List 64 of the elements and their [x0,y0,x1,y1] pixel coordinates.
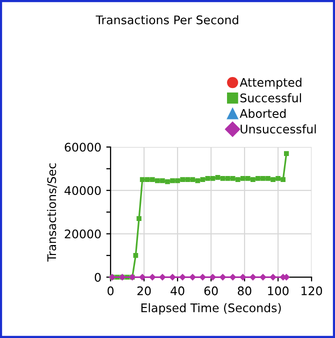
point [220,274,226,280]
y-tick-label: 0 [94,272,101,282]
point [169,274,176,280]
point [276,176,280,181]
point [230,274,236,280]
point [260,274,266,280]
point [140,177,145,182]
point [165,179,170,184]
point [245,176,250,181]
point [136,216,142,222]
point [200,274,206,280]
y-tick-label: 40000 [64,186,101,196]
x-axis-title: Elapsed Time (Seconds) [141,303,281,315]
y-tick-label: 20000 [64,230,101,238]
point [266,176,270,181]
point [210,274,216,280]
point [250,274,256,280]
y-axis-title: Transactions/Sec [46,163,58,262]
point [190,177,196,182]
point [284,151,289,156]
point [270,274,276,280]
point [150,177,155,182]
point [225,176,230,181]
point [160,178,165,184]
point [210,176,216,181]
point [205,176,210,181]
point [215,174,220,180]
x-tick-label: 40 [170,286,184,296]
legend-label: Attempted [240,78,302,90]
legend-label: Aborted [240,108,286,118]
point [230,176,236,181]
point [256,176,260,181]
point [170,178,175,184]
point [195,178,200,184]
x-tick-label: 20 [137,286,151,296]
chart-title: Transactions Per Second [96,15,238,24]
point [250,177,256,182]
y-tick-label: 60000 [64,142,101,152]
point [270,177,276,182]
point [185,177,190,182]
point [240,274,246,280]
point [159,274,166,280]
point [235,177,240,182]
legend-label: Successful [240,93,301,102]
x-tick-label: 100 [268,286,289,296]
point [200,177,206,182]
x-tick-label: 60 [204,286,218,296]
point [149,274,156,280]
point [175,178,180,184]
point [133,253,138,258]
point [179,274,186,280]
point [220,176,226,181]
x-tick-label: 0 [108,286,114,296]
point [139,274,146,280]
point [240,176,246,181]
legend-label: Unsuccessful [240,124,316,134]
point [260,176,266,181]
point [155,178,160,184]
point [280,177,286,182]
x-tick-label: 80 [238,286,252,296]
point [144,177,150,182]
point [180,177,186,182]
x-tick-label: 120 [302,286,322,296]
point [189,274,196,280]
